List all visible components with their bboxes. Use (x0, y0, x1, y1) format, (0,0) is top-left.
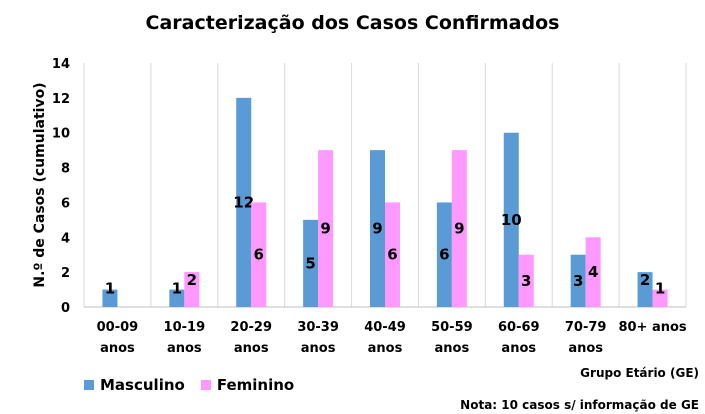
data-label: 6 (439, 246, 449, 264)
bar-feminino (585, 237, 601, 307)
bar-feminino (385, 202, 400, 307)
bar-masculino (436, 202, 452, 307)
data-label: 3 (573, 272, 583, 290)
bar-masculino (570, 254, 586, 307)
x-tick-label: 40-49 (364, 320, 406, 335)
data-label: 2 (187, 271, 197, 289)
y-tick-label: 14 (52, 57, 70, 72)
x-tick-label: anos (167, 341, 202, 356)
y-tick-label: 12 (52, 92, 70, 107)
data-label: 4 (588, 263, 598, 281)
data-label: 5 (305, 254, 315, 272)
legend-swatch-feminino (200, 380, 211, 390)
x-tick-label: anos (234, 341, 269, 356)
data-label: 2 (640, 271, 650, 289)
data-label: 9 (372, 220, 382, 238)
y-axis-title: N.º de Casos (cumulativo) (32, 82, 48, 287)
x-tick-label: anos (301, 341, 336, 356)
legend-item-masculino: Masculino (84, 376, 185, 394)
bar-masculino (370, 150, 385, 307)
legend-label-feminino: Feminino (216, 376, 295, 394)
bar-masculino (503, 132, 519, 307)
data-label: 1 (172, 280, 182, 298)
y-tick-label: 10 (52, 127, 70, 142)
data-label: 1 (655, 280, 665, 298)
chart-title: Caracterização dos Casos Confirmados (145, 12, 560, 34)
bar-masculino (303, 219, 319, 307)
legend-label-masculino: Masculino (100, 376, 185, 394)
x-tick-label: 00-09 (97, 320, 139, 335)
x-tick-label: 30-39 (297, 320, 339, 335)
data-label: 9 (320, 220, 330, 238)
bar-feminino (652, 289, 668, 307)
x-tick-label: 10-19 (164, 320, 206, 335)
bar-masculino (236, 97, 252, 307)
x-tick-label: 20-29 (230, 320, 272, 335)
data-label: 1 (105, 280, 115, 298)
legend-item-feminino: Feminino (200, 376, 295, 394)
x-axis-title: Grupo Etário (GE) (580, 366, 699, 380)
bar-masculino (637, 272, 653, 307)
bar-feminino (184, 272, 200, 307)
bar-feminino (318, 150, 334, 307)
chart-note: Nota: 10 casos s/ informação de GE (460, 398, 699, 412)
x-tick-label: anos (368, 341, 403, 356)
data-label: 3 (521, 272, 531, 290)
data-label: 9 (454, 220, 464, 238)
y-tick-label: 8 (61, 162, 70, 177)
data-label: 12 (233, 193, 254, 211)
y-tick-label: 2 (61, 266, 70, 281)
chart-legend: Masculino Feminino (84, 376, 310, 394)
y-tick-label: 0 (61, 301, 70, 316)
bar-feminino (518, 254, 534, 307)
data-label: 10 (501, 211, 522, 229)
bar-feminino (451, 150, 467, 307)
x-tick-label: anos (501, 341, 536, 356)
y-tick-label: 6 (61, 196, 70, 211)
x-tick-label: 50-59 (431, 320, 473, 335)
data-label: 6 (254, 246, 264, 264)
x-tick-label: anos (568, 341, 603, 356)
x-tick-label: anos (435, 341, 470, 356)
bar-masculino (102, 289, 118, 307)
x-tick-label: 60-69 (498, 320, 540, 335)
legend-swatch-masculino (84, 380, 94, 390)
x-tick-label: 80+ anos (618, 320, 686, 335)
data-label: 6 (387, 246, 397, 264)
x-tick-label: 70-79 (565, 320, 607, 335)
bar-feminino (251, 202, 267, 307)
y-tick-label: 4 (61, 231, 70, 246)
bar-masculino (169, 289, 185, 307)
x-tick-label: anos (100, 341, 135, 356)
